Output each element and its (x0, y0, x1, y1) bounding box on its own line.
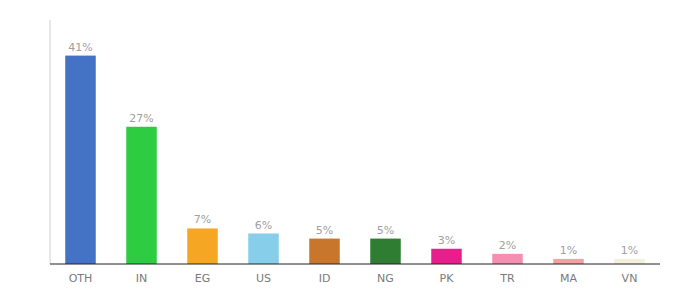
x-tick-label: EG (195, 272, 210, 285)
x-axis-line (50, 264, 660, 265)
x-tick-label: TR (499, 272, 515, 285)
data-label: 6% (255, 219, 272, 232)
bar (65, 56, 96, 264)
bar (370, 239, 401, 264)
x-tick-label: IN (136, 272, 147, 285)
x-tick-label: PK (440, 272, 455, 285)
x-tick-label: NG (377, 272, 394, 285)
x-tick-label: VN (622, 272, 638, 285)
bar (309, 239, 340, 264)
data-label: 7% (194, 213, 211, 226)
x-tick-label: ID (319, 272, 331, 285)
bar (187, 228, 218, 264)
data-label: 41% (68, 41, 92, 54)
data-label: 5% (316, 224, 333, 237)
data-label: 5% (377, 224, 394, 237)
bar (248, 234, 279, 265)
data-label: 1% (621, 244, 638, 257)
x-tick-label: US (256, 272, 271, 285)
data-label: 1% (560, 244, 577, 257)
chart: 41% 27% 7% 6% 5% 5% 3% 2% 1% 1% OTH IN EG US ID NG PK TR M… (0, 0, 680, 300)
y-axis-line (50, 20, 51, 264)
x-tick-label: MA (560, 272, 577, 285)
data-label: 3% (438, 234, 455, 247)
bars (65, 56, 645, 264)
bar (492, 254, 523, 264)
bar (553, 259, 584, 264)
data-label: 27% (129, 112, 153, 125)
bar (126, 127, 157, 264)
bar (431, 249, 462, 264)
bar (614, 259, 645, 264)
x-tick-label: OTH (69, 272, 93, 285)
data-label: 2% (499, 239, 516, 252)
